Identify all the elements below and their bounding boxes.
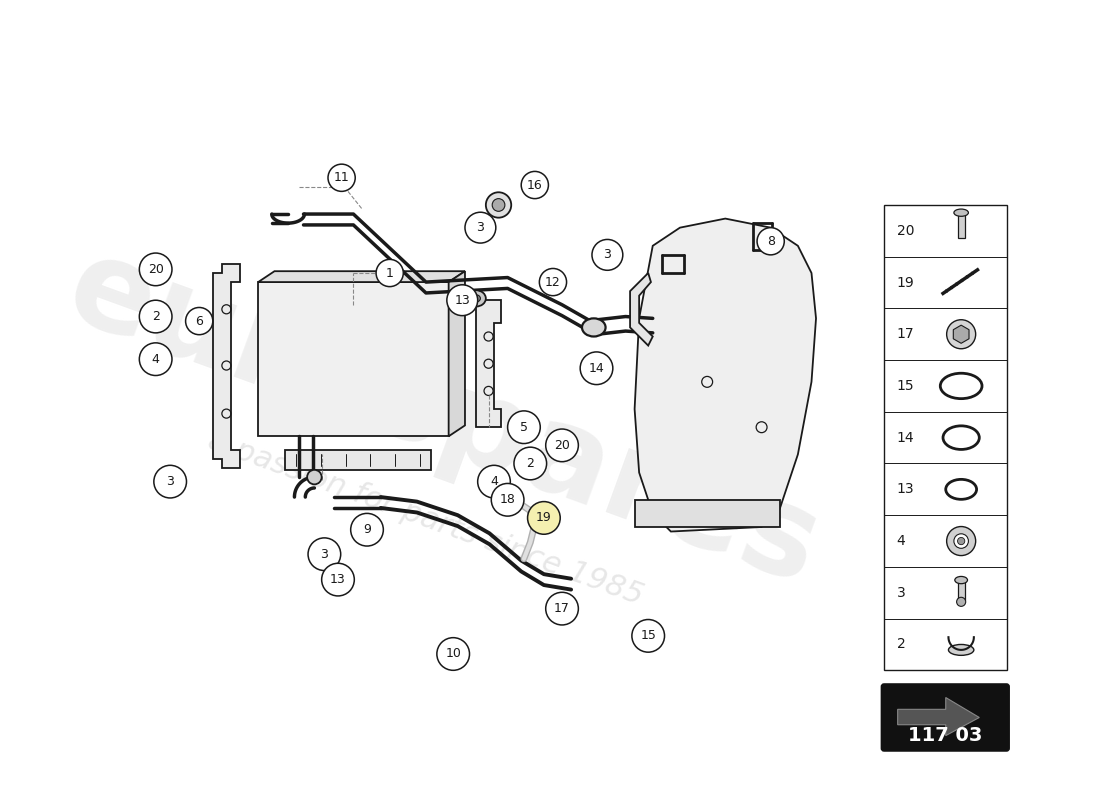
Circle shape: [376, 259, 404, 286]
Text: 6: 6: [196, 314, 204, 327]
Polygon shape: [898, 698, 979, 736]
Text: 2: 2: [896, 638, 905, 651]
Polygon shape: [449, 271, 465, 436]
Text: 5: 5: [520, 421, 528, 434]
Text: 117 03: 117 03: [909, 726, 982, 745]
Text: 20: 20: [896, 224, 914, 238]
Text: 15: 15: [896, 379, 914, 393]
Text: 20: 20: [147, 263, 164, 276]
Circle shape: [592, 239, 623, 270]
Circle shape: [437, 638, 470, 670]
Circle shape: [477, 466, 510, 498]
Circle shape: [321, 563, 354, 596]
Polygon shape: [635, 218, 816, 531]
Text: 19: 19: [896, 275, 914, 290]
Circle shape: [154, 466, 187, 498]
Circle shape: [514, 447, 547, 480]
Circle shape: [465, 212, 496, 243]
Text: 12: 12: [546, 275, 561, 289]
Polygon shape: [630, 273, 652, 346]
Bar: [258, 282, 449, 436]
Text: 20: 20: [554, 439, 570, 452]
Text: a passion for parts since 1985: a passion for parts since 1985: [205, 426, 648, 610]
Polygon shape: [635, 500, 780, 527]
Text: 13: 13: [454, 294, 470, 306]
Circle shape: [539, 269, 566, 296]
Circle shape: [328, 164, 355, 191]
Text: 8: 8: [767, 234, 774, 248]
Text: 16: 16: [527, 178, 542, 191]
Ellipse shape: [954, 209, 968, 216]
Circle shape: [631, 619, 664, 652]
Ellipse shape: [948, 645, 974, 655]
Ellipse shape: [466, 290, 486, 306]
Circle shape: [757, 228, 784, 255]
Text: 13: 13: [330, 573, 345, 586]
Text: 3: 3: [166, 475, 174, 488]
Text: 15: 15: [640, 630, 656, 642]
Text: 4: 4: [491, 475, 498, 488]
Text: 14: 14: [588, 362, 604, 374]
Circle shape: [957, 598, 966, 606]
Circle shape: [308, 538, 341, 570]
Text: 3: 3: [896, 586, 905, 600]
Circle shape: [957, 538, 965, 545]
Bar: [884, 205, 1007, 670]
Text: 19: 19: [536, 511, 552, 525]
Text: 18: 18: [499, 494, 516, 506]
Circle shape: [507, 411, 540, 443]
Circle shape: [307, 470, 321, 484]
Circle shape: [447, 285, 477, 316]
Polygon shape: [258, 271, 465, 282]
Text: 9: 9: [363, 523, 371, 536]
Circle shape: [140, 343, 172, 375]
Text: 3: 3: [320, 548, 328, 561]
Circle shape: [947, 320, 976, 349]
Circle shape: [140, 253, 172, 286]
Bar: [285, 450, 430, 470]
Circle shape: [528, 502, 560, 534]
Polygon shape: [954, 325, 969, 343]
Text: eurospares: eurospares: [52, 226, 836, 610]
Ellipse shape: [582, 318, 606, 337]
Text: 11: 11: [333, 171, 350, 184]
Circle shape: [186, 307, 212, 334]
Text: 10: 10: [446, 647, 461, 661]
Text: 17: 17: [896, 327, 914, 342]
Circle shape: [492, 198, 505, 211]
Text: 17: 17: [554, 602, 570, 615]
Polygon shape: [212, 264, 240, 468]
Circle shape: [521, 171, 549, 198]
Circle shape: [140, 300, 172, 333]
FancyBboxPatch shape: [881, 684, 1009, 751]
Text: 3: 3: [604, 248, 612, 262]
Text: 2: 2: [152, 310, 160, 323]
Circle shape: [486, 192, 512, 218]
Ellipse shape: [955, 577, 968, 584]
Text: 4: 4: [896, 534, 905, 548]
Circle shape: [954, 534, 968, 548]
Text: 13: 13: [896, 482, 914, 496]
Circle shape: [492, 483, 524, 516]
Ellipse shape: [471, 294, 481, 302]
Circle shape: [351, 514, 383, 546]
Text: 3: 3: [476, 221, 484, 234]
Bar: [957, 580, 965, 600]
Text: 4: 4: [152, 353, 160, 366]
Text: 2: 2: [526, 457, 535, 470]
Bar: [957, 213, 965, 238]
Circle shape: [546, 592, 579, 625]
Circle shape: [580, 352, 613, 385]
Text: 14: 14: [896, 430, 914, 445]
Text: 1: 1: [386, 266, 394, 279]
Polygon shape: [476, 300, 502, 427]
Circle shape: [546, 429, 579, 462]
Circle shape: [947, 526, 976, 555]
